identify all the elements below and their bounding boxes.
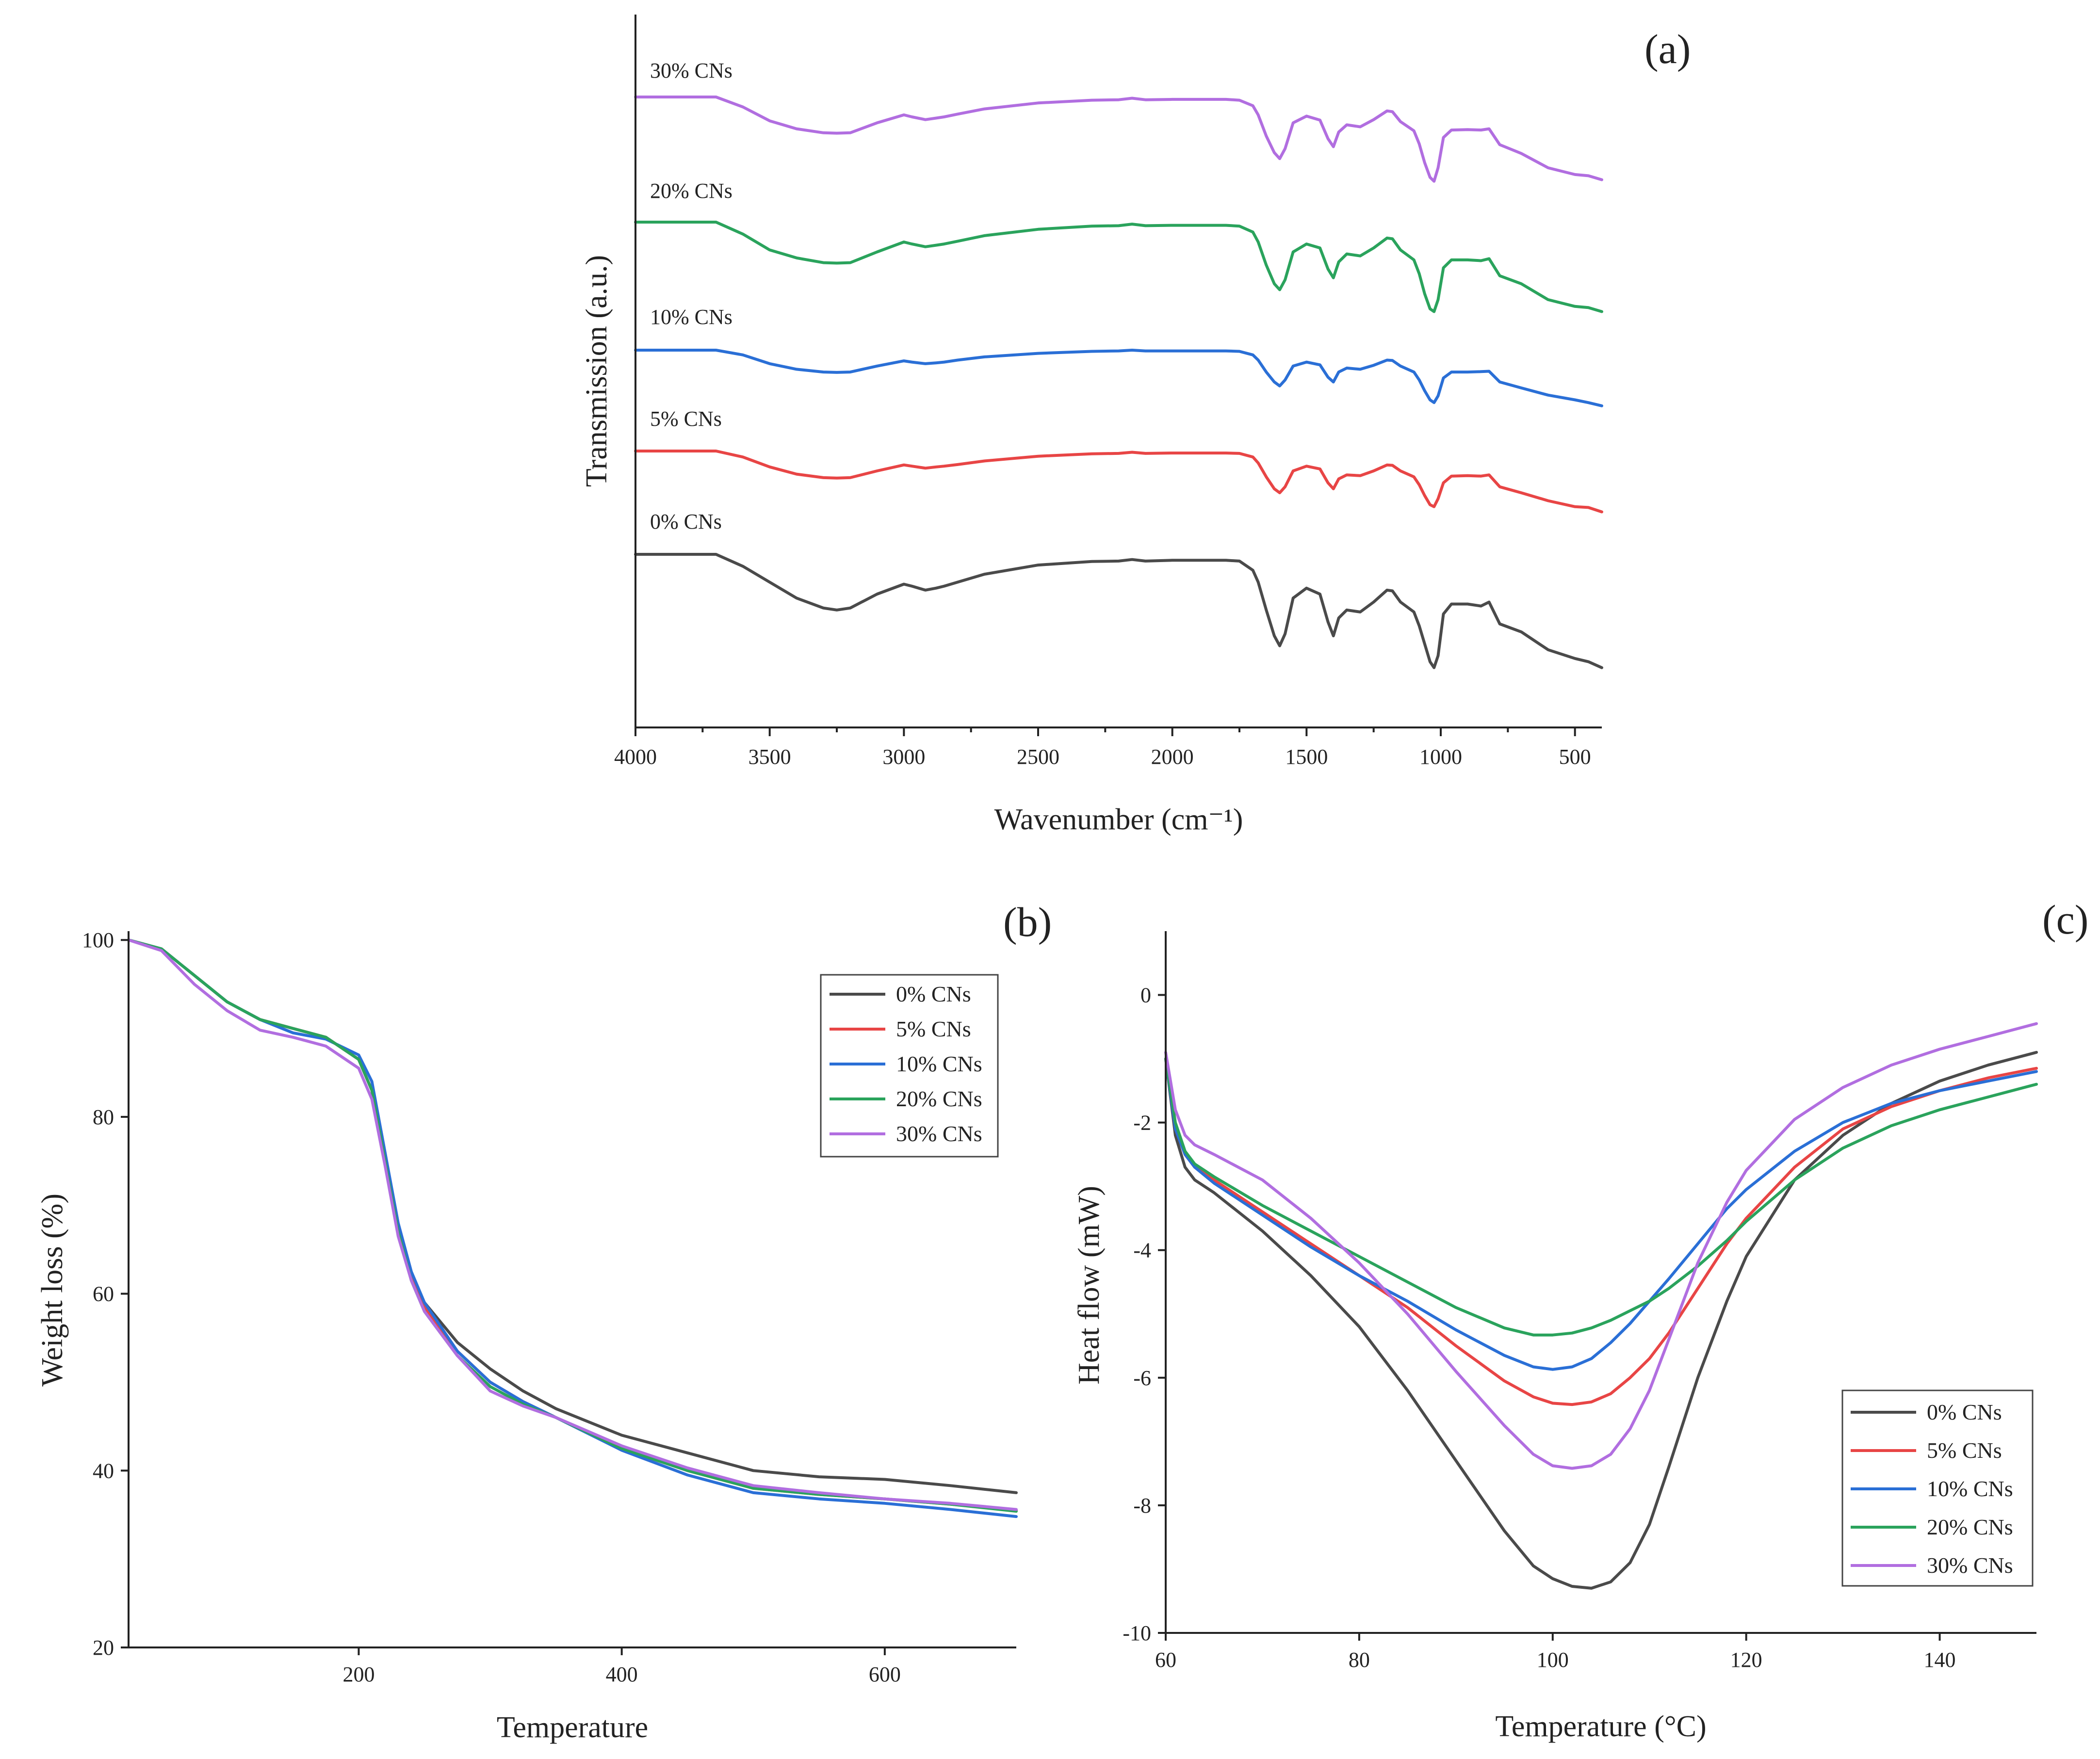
panel-c-x-ticks: 60 80 100 120 140 bbox=[1155, 1633, 1956, 1672]
y-tick-label-60: 60 bbox=[93, 1282, 114, 1306]
c-series-line-10pct-cns bbox=[1164, 1057, 2038, 1371]
y-tick-label-40: 40 bbox=[93, 1459, 114, 1483]
panel-b-tga: (b) 200 400 600 20 40 60 80 100 0% CNs 5% CNs 10… bbox=[36, 899, 1052, 1744]
panel-a-x-ticks: 4000 3500 3000 2500 2000 1500 1000 500 bbox=[614, 727, 1591, 769]
y-tick-label--4: -4 bbox=[1133, 1239, 1151, 1262]
panel-b-y-title: Weight loss (%) bbox=[36, 1194, 69, 1387]
x-tick-label-2000: 2000 bbox=[1151, 745, 1194, 769]
x-tick-label-140: 140 bbox=[1924, 1648, 1956, 1672]
panel-c-y-title: Heat flow (mW) bbox=[1073, 1186, 1106, 1385]
y-tick-label--10: -10 bbox=[1123, 1621, 1151, 1645]
x-tick-label-4000: 4000 bbox=[614, 745, 657, 769]
x-tick-label-100: 100 bbox=[1537, 1648, 1569, 1672]
panel-b-legend-items: 0% CNs 5% CNs 10% CNs 20% CNs 30% CNs bbox=[830, 982, 982, 1146]
c-series-line-0pct-cns bbox=[1164, 1050, 2038, 1590]
series-line-5pct-cns bbox=[634, 450, 1603, 514]
x-tick-label-200: 200 bbox=[342, 1662, 374, 1686]
panel-b-curves bbox=[127, 938, 1018, 1518]
panel-a-y-title: Transmission (a.u.) bbox=[580, 255, 613, 487]
c-series-line-20pct-cns bbox=[1164, 1057, 2038, 1337]
panel-b-x-title: Temperature bbox=[497, 1711, 648, 1744]
x-tick-label-80: 80 bbox=[1349, 1648, 1370, 1672]
c-series-line-30pct-cns bbox=[1164, 1022, 2038, 1470]
b-legend-label-0pct-cns: 0% CNs bbox=[896, 982, 971, 1006]
x-tick-label-3500: 3500 bbox=[749, 745, 791, 769]
y-tick-label--6: -6 bbox=[1133, 1366, 1151, 1390]
series-line-0pct-cns bbox=[634, 553, 1603, 669]
series-tag-10pct-cns: 10% CNs bbox=[650, 305, 733, 329]
x-tick-label-500: 500 bbox=[1559, 745, 1591, 769]
b-legend-label-5pct-cns: 5% CNs bbox=[896, 1017, 971, 1041]
series-line-20pct-cns bbox=[634, 221, 1603, 313]
panel-b-y-ticks: 20 40 60 80 100 bbox=[82, 928, 129, 1660]
c-series-line-5pct-cns bbox=[1164, 1057, 2038, 1406]
y-tick-label-80: 80 bbox=[93, 1105, 114, 1129]
series-tag-20pct-cns: 20% CNs bbox=[650, 179, 733, 203]
b-series-line-30pct-cns bbox=[127, 938, 1018, 1511]
x-tick-label-60: 60 bbox=[1155, 1648, 1176, 1672]
x-tick-label-2500: 2500 bbox=[1017, 745, 1059, 769]
series-line-10pct-cns bbox=[634, 349, 1603, 407]
panel-a-curves bbox=[634, 96, 1603, 669]
panel-b-legend: 0% CNs 5% CNs 10% CNs 20% CNs 30% CNs bbox=[820, 974, 999, 1158]
c-legend-label-20pct-cns: 20% CNs bbox=[1927, 1515, 2013, 1539]
c-legend-label-0pct-cns: 0% CNs bbox=[1927, 1400, 2002, 1424]
series-tag-0pct-cns: 0% CNs bbox=[650, 510, 722, 533]
y-tick-label-100: 100 bbox=[82, 928, 114, 952]
x-tick-label-1000: 1000 bbox=[1419, 745, 1462, 769]
b-legend-label-10pct-cns: 10% CNs bbox=[896, 1051, 982, 1076]
panel-c-tag: (c) bbox=[2042, 896, 2088, 943]
y-tick-label-0: 0 bbox=[1140, 984, 1151, 1007]
panel-c-legend-items: 0% CNs 5% CNs 10% CNs 20% CNs 30% CNs bbox=[1851, 1400, 2013, 1578]
y-tick-label--8: -8 bbox=[1133, 1494, 1151, 1517]
panel-c-dsc: (c) 60 80 100 120 140 -10 -8 -6 -4 -2 0 0% CNs 5% … bbox=[1073, 896, 2088, 1743]
panel-c-legend: 0% CNs 5% CNs 10% CNs 20% CNs 30% CNs bbox=[1841, 1389, 2034, 1587]
x-tick-label-1500: 1500 bbox=[1285, 745, 1328, 769]
panel-c-y-ticks: -10 -8 -6 -4 -2 0 bbox=[1123, 984, 1166, 1645]
series-tag-30pct-cns: 30% CNs bbox=[650, 59, 733, 82]
c-legend-label-30pct-cns: 30% CNs bbox=[1927, 1553, 2013, 1578]
panel-c-curves bbox=[1164, 1022, 2038, 1590]
y-tick-label--2: -2 bbox=[1133, 1111, 1151, 1135]
panel-b-tag: (b) bbox=[1003, 899, 1052, 945]
panel-a-x-title: Wavenumber (cm⁻¹) bbox=[994, 803, 1243, 836]
panel-a-ftir: (a) 0% CNs 5% CNs 10% CNs 20% CNs 30% CNs 40… bbox=[580, 15, 1691, 836]
series-tag-5pct-cns: 5% CNs bbox=[650, 407, 722, 431]
c-legend-label-10pct-cns: 10% CNs bbox=[1927, 1476, 2013, 1501]
panel-b-x-ticks: 200 400 600 bbox=[342, 1647, 901, 1686]
c-legend-label-5pct-cns: 5% CNs bbox=[1927, 1438, 2002, 1463]
panel-a-series-labels: 0% CNs 5% CNs 10% CNs 20% CNs 30% CNs bbox=[650, 59, 733, 533]
panel-b-legend-box bbox=[820, 974, 999, 1158]
b-legend-label-20pct-cns: 20% CNs bbox=[896, 1086, 982, 1111]
x-tick-label-120: 120 bbox=[1730, 1648, 1762, 1672]
panel-c-x-title: Temperature (°C) bbox=[1495, 1710, 1706, 1743]
x-tick-label-3000: 3000 bbox=[882, 745, 925, 769]
x-tick-label-400: 400 bbox=[606, 1662, 638, 1686]
b-legend-label-30pct-cns: 30% CNs bbox=[896, 1121, 982, 1146]
series-line-30pct-cns bbox=[634, 96, 1603, 183]
panel-a-tag: (a) bbox=[1644, 26, 1691, 72]
y-tick-label-20: 20 bbox=[93, 1636, 114, 1660]
x-tick-label-600: 600 bbox=[869, 1662, 901, 1686]
